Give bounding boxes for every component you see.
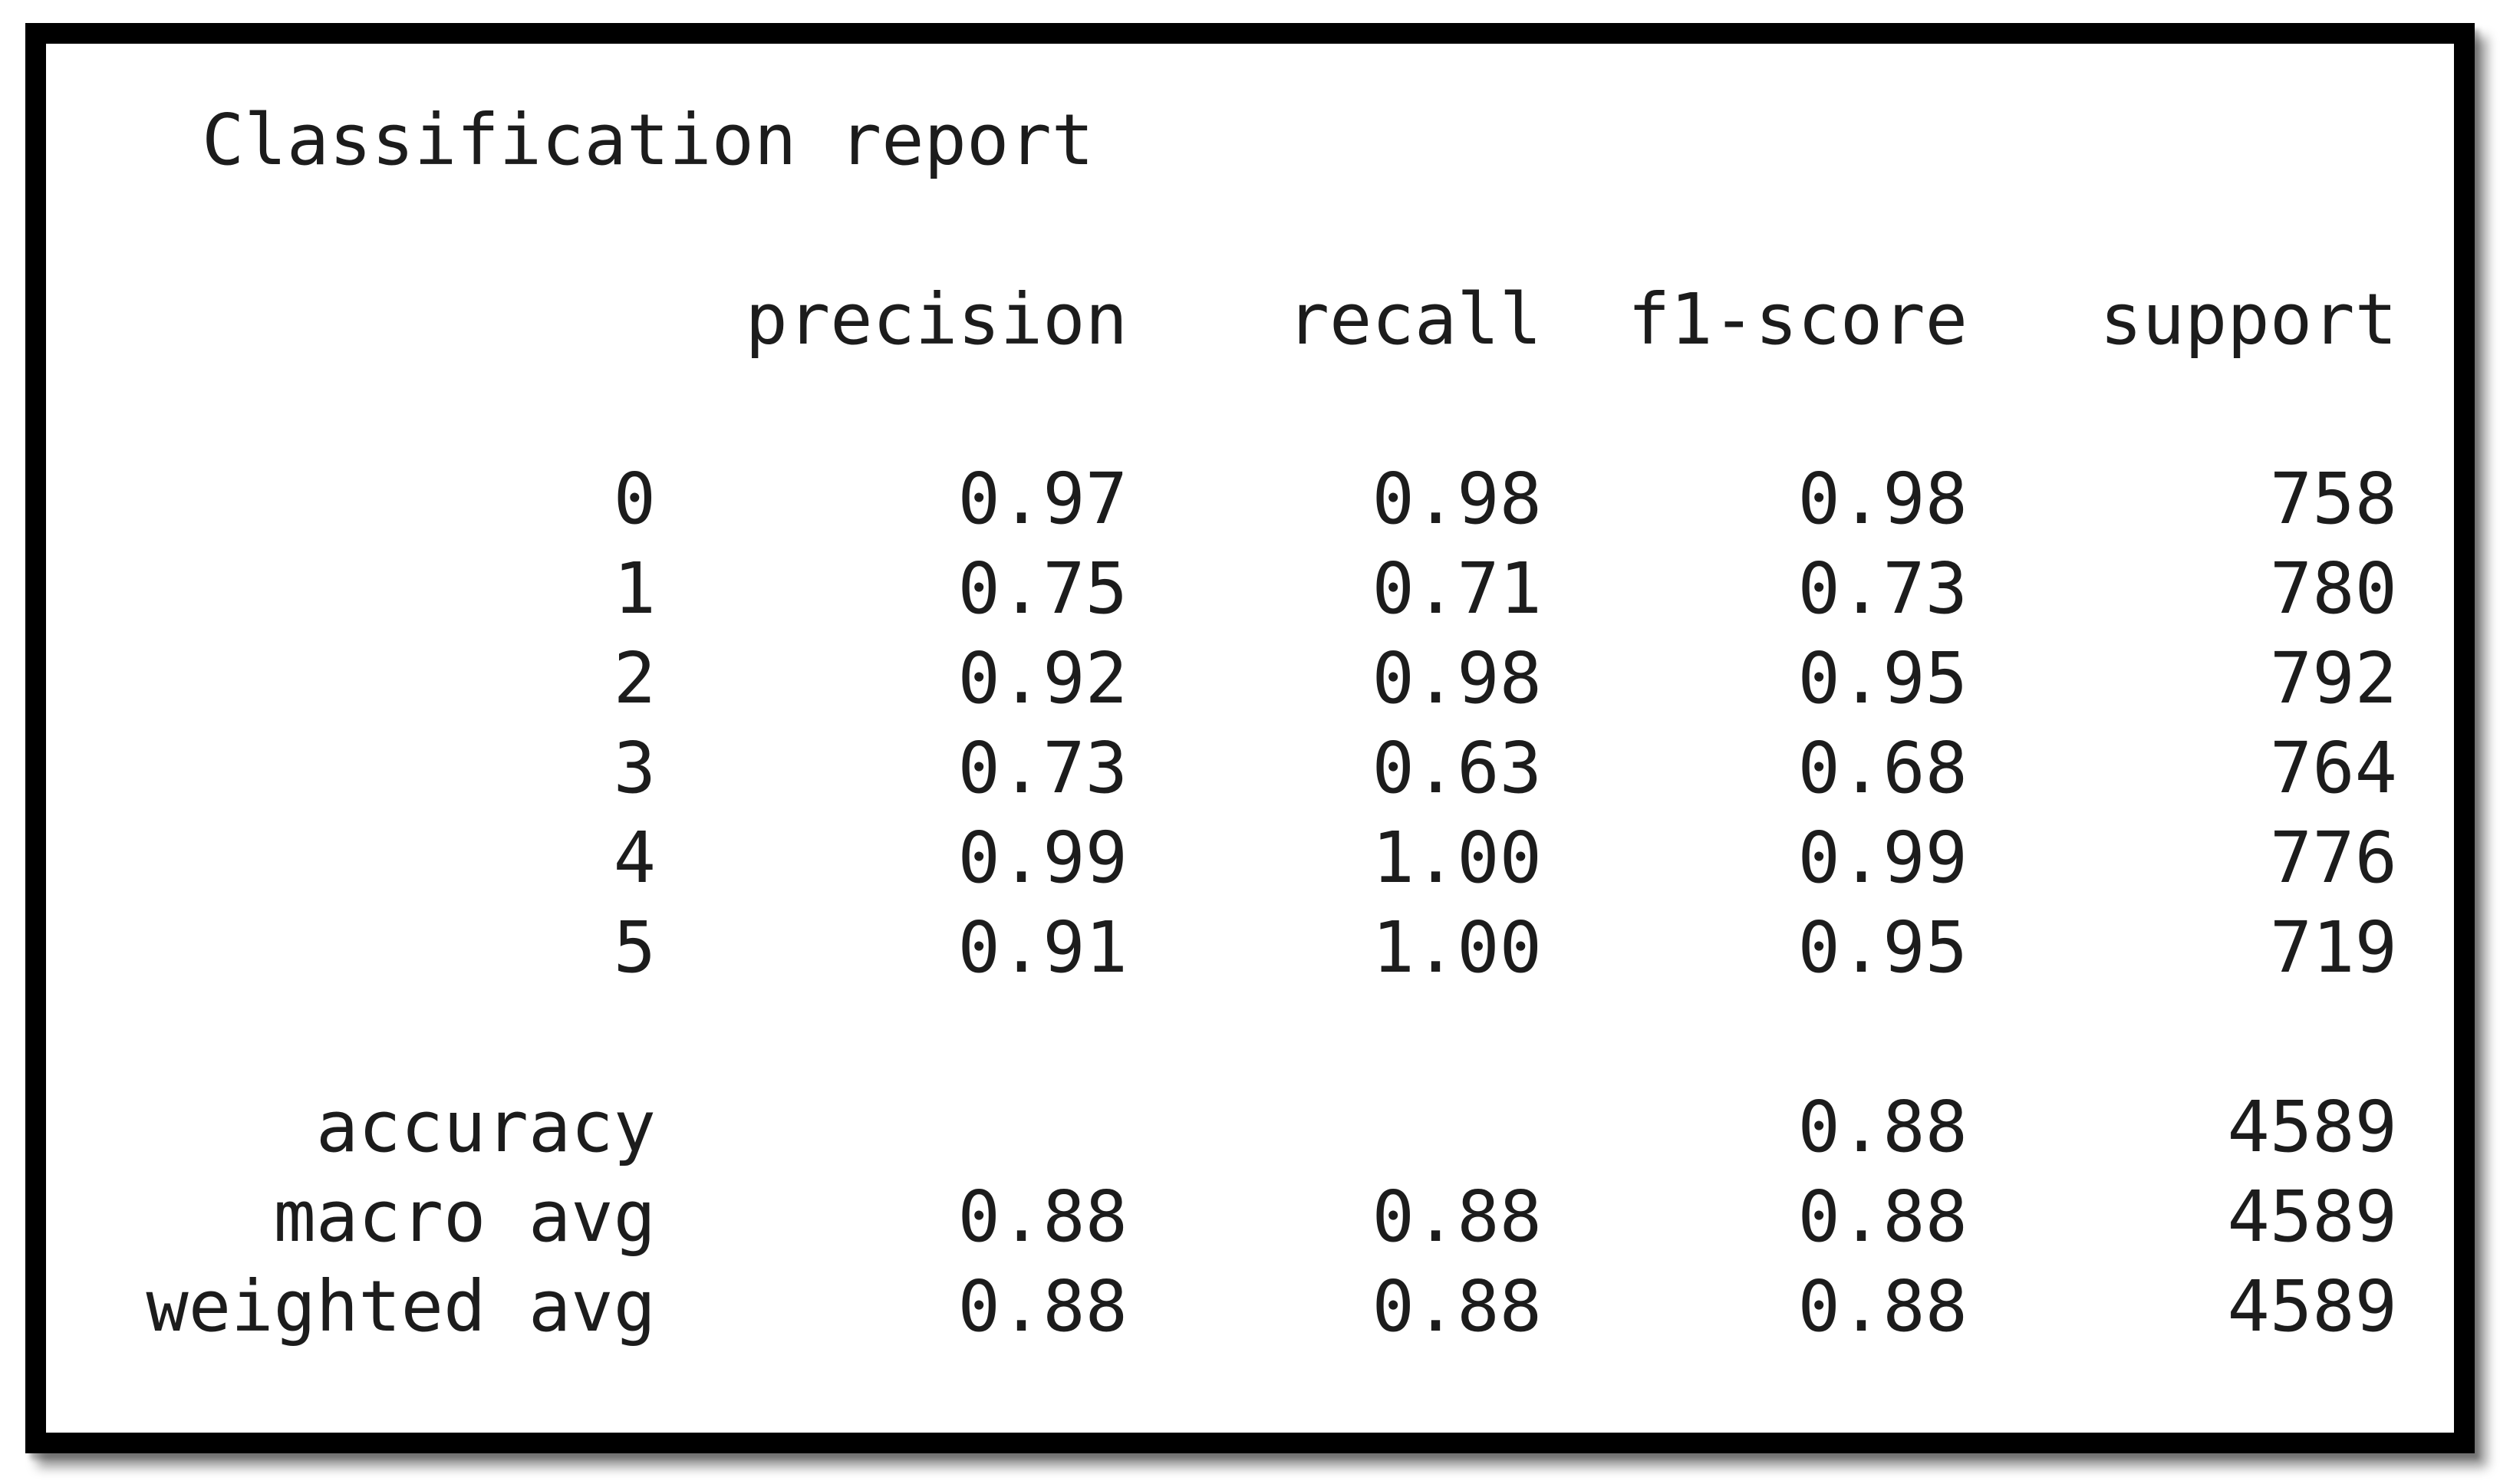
row-label: macro avg — [273, 1176, 657, 1258]
f1-score-value: 0.88 — [1797, 1265, 1968, 1347]
recall-value: 1.00 — [1372, 907, 1542, 989]
recall-value: 0.98 — [1372, 637, 1542, 719]
column-header-support: support — [2100, 278, 2397, 360]
recall-value: 0.71 — [1372, 548, 1542, 630]
support-value: 4589 — [2227, 1086, 2397, 1168]
summary-row-weighted-avg: weighted avg 0.88 0.88 0.88 4589 — [46, 1262, 2454, 1351]
precision-value: 0.88 — [957, 1265, 1128, 1347]
row-label: 4 — [613, 817, 656, 899]
support-value: 764 — [2269, 727, 2397, 809]
precision-value: 0.75 — [957, 548, 1128, 630]
recall-value: 0.63 — [1372, 727, 1542, 809]
recall-value: 0.88 — [1372, 1265, 1542, 1347]
table-row-class-0: 0 0.97 0.98 0.98 758 — [46, 454, 2454, 544]
precision-value: 0.88 — [957, 1176, 1128, 1258]
header-spacer — [46, 275, 656, 364]
summary-row-accuracy: accuracy 0.88 4589 — [46, 1082, 2454, 1172]
column-header-f1-score: f1-score — [1627, 278, 1968, 360]
table-row-class-2: 2 0.92 0.98 0.95 792 — [46, 633, 2454, 723]
recall-value — [1128, 1082, 1542, 1172]
blank-line — [46, 364, 2454, 454]
precision-value: 0.73 — [957, 727, 1128, 809]
support-value: 792 — [2269, 637, 2397, 719]
support-value: 719 — [2269, 907, 2397, 989]
precision-value: 0.92 — [957, 637, 1128, 719]
column-header-recall: recall — [1286, 278, 1542, 360]
blank-line — [46, 185, 2454, 275]
blank-line — [46, 992, 2454, 1082]
support-value: 4589 — [2227, 1265, 2397, 1347]
f1-score-value: 0.95 — [1797, 907, 1968, 989]
support-value: 4589 — [2227, 1176, 2397, 1258]
f1-score-value: 0.98 — [1797, 458, 1968, 540]
f1-score-value: 0.95 — [1797, 637, 1968, 719]
row-label: weighted avg — [146, 1265, 656, 1347]
f1-score-value: 0.99 — [1797, 817, 1968, 899]
support-value: 776 — [2269, 817, 2397, 899]
table-header-row: precision recall f1-score support — [46, 275, 2454, 364]
table-row-class-3: 3 0.73 0.63 0.68 764 — [46, 723, 2454, 813]
column-header-precision: precision — [745, 278, 1128, 360]
row-label: 2 — [613, 637, 656, 719]
row-label: 3 — [613, 727, 656, 809]
precision-value — [656, 1082, 1128, 1172]
recall-value: 0.98 — [1372, 458, 1542, 540]
row-label: 1 — [613, 548, 656, 630]
table-row-class-4: 4 0.99 1.00 0.99 776 — [46, 813, 2454, 903]
f1-score-value: 0.68 — [1797, 727, 1968, 809]
support-value: 780 — [2269, 548, 2397, 630]
classification-report: Classification report precision recall f… — [46, 44, 2454, 1433]
precision-value: 0.91 — [957, 907, 1128, 989]
summary-row-macro-avg: macro avg 0.88 0.88 0.88 4589 — [46, 1172, 2454, 1262]
support-value: 758 — [2269, 458, 2397, 540]
f1-score-value: 0.73 — [1797, 548, 1968, 630]
table-row-class-1: 1 0.75 0.71 0.73 780 — [46, 544, 2454, 633]
row-label: accuracy — [315, 1086, 656, 1168]
recall-value: 1.00 — [1372, 817, 1542, 899]
report-title: Classification report — [202, 99, 1095, 181]
row-label: 5 — [613, 907, 656, 989]
recall-value: 0.88 — [1372, 1176, 1542, 1258]
precision-value: 0.97 — [957, 458, 1128, 540]
f1-score-value: 0.88 — [1797, 1086, 1968, 1168]
table-row-class-5: 5 0.91 1.00 0.95 719 — [46, 903, 2454, 992]
row-label: 0 — [613, 458, 656, 540]
precision-value: 0.99 — [957, 817, 1128, 899]
report-frame: Classification report precision recall f… — [25, 23, 2475, 1453]
f1-score-value: 0.88 — [1797, 1176, 1968, 1258]
